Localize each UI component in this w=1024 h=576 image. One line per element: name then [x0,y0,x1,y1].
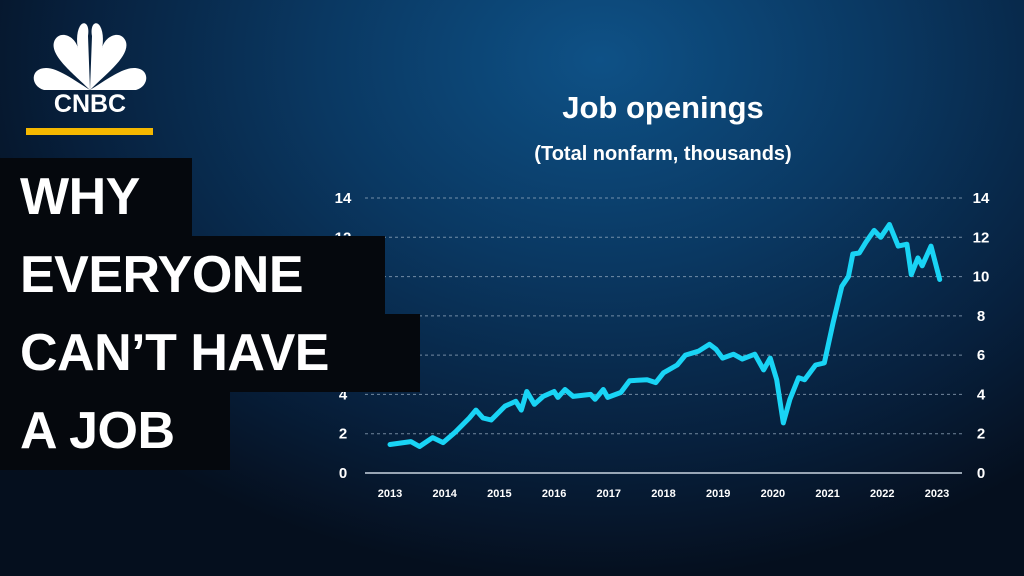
y-tick-label-left: 0 [339,465,347,482]
y-tick-label-right: 6 [977,347,985,364]
x-tick-label: 2022 [870,488,894,500]
headline-line-2: EVERYONE [0,236,385,314]
cnbc-logo: CNBC [26,23,153,135]
headline-line-1: WHY [0,158,192,236]
y-tick-label-left: 2 [339,426,347,443]
x-tick-label: 2019 [706,488,730,500]
x-tick-label: 2021 [815,488,839,500]
y-tick-label-right: 8 [977,308,985,325]
y-tick-label-right: 10 [973,269,990,286]
logo-wordmark: CNBC [54,90,126,118]
x-tick-label: 2016 [542,488,566,500]
x-tick-label: 2017 [597,488,621,500]
x-tick-label: 2015 [487,488,511,500]
x-tick-label: 2018 [651,488,675,500]
peacock-icon [33,23,147,91]
chart-subtitle: (Total nonfarm, thousands) [534,143,791,165]
headline-line-4: A JOB [0,392,230,470]
y-tick-label-right: 14 [973,190,990,207]
y-tick-label-right: 0 [977,465,985,482]
y-tick-label-left: 14 [335,190,352,207]
x-tick-label: 2014 [432,488,457,500]
y-tick-label-right: 4 [977,386,986,403]
x-tick-label: 2023 [925,488,949,500]
accent-bar [26,128,153,135]
x-tick-label: 2013 [378,488,402,500]
x-tick-label: 2020 [761,488,785,500]
chart-title: Job openings [562,90,764,125]
series-line [387,222,943,449]
headline-line-3: CAN’T HAVE [0,314,420,392]
y-tick-label-right: 2 [977,426,985,443]
y-tick-label-left: 4 [339,386,348,403]
y-tick-label-right: 12 [973,229,990,246]
